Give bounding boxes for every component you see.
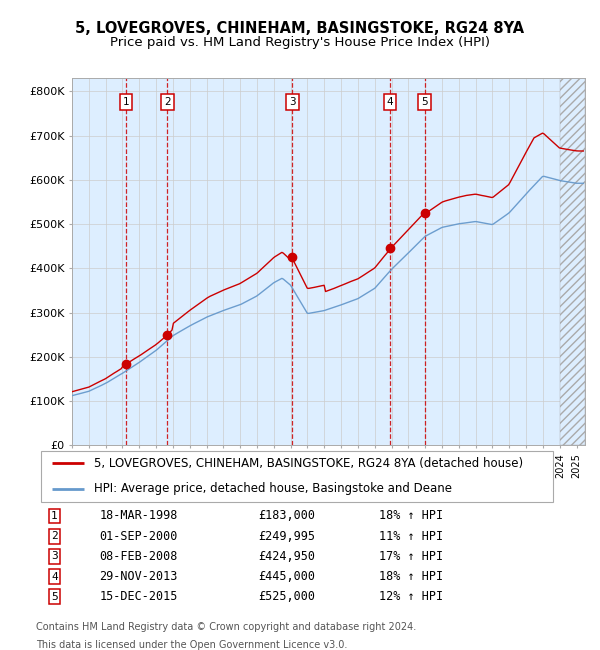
Bar xyxy=(560,78,585,445)
Text: 18-MAR-1998: 18-MAR-1998 xyxy=(100,510,178,523)
Bar xyxy=(126,78,167,445)
Text: 17% ↑ HPI: 17% ↑ HPI xyxy=(379,550,443,563)
Text: This data is licensed under the Open Government Licence v3.0.: This data is licensed under the Open Gov… xyxy=(36,640,347,650)
Text: £424,950: £424,950 xyxy=(258,550,315,563)
Text: £445,000: £445,000 xyxy=(258,570,315,583)
Text: 4: 4 xyxy=(51,571,58,582)
Text: 1: 1 xyxy=(51,511,58,521)
Bar xyxy=(390,78,425,445)
Text: 5: 5 xyxy=(51,592,58,602)
Text: 2: 2 xyxy=(164,98,170,107)
Text: 29-NOV-2013: 29-NOV-2013 xyxy=(100,570,178,583)
Text: Contains HM Land Registry data © Crown copyright and database right 2024.: Contains HM Land Registry data © Crown c… xyxy=(36,622,416,632)
Text: 12% ↑ HPI: 12% ↑ HPI xyxy=(379,590,443,603)
Text: £525,000: £525,000 xyxy=(258,590,315,603)
Text: 5: 5 xyxy=(421,98,428,107)
Text: Price paid vs. HM Land Registry's House Price Index (HPI): Price paid vs. HM Land Registry's House … xyxy=(110,36,490,49)
Text: 3: 3 xyxy=(289,98,296,107)
Text: 5, LOVEGROVES, CHINEHAM, BASINGSTOKE, RG24 8YA (detached house): 5, LOVEGROVES, CHINEHAM, BASINGSTOKE, RG… xyxy=(94,457,523,470)
Text: 08-FEB-2008: 08-FEB-2008 xyxy=(100,550,178,563)
FancyBboxPatch shape xyxy=(41,450,553,502)
Text: 18% ↑ HPI: 18% ↑ HPI xyxy=(379,510,443,523)
Text: 2: 2 xyxy=(51,531,58,541)
Text: 18% ↑ HPI: 18% ↑ HPI xyxy=(379,570,443,583)
Text: 01-SEP-2000: 01-SEP-2000 xyxy=(100,530,178,543)
Text: 15-DEC-2015: 15-DEC-2015 xyxy=(100,590,178,603)
Text: 3: 3 xyxy=(51,551,58,562)
Text: HPI: Average price, detached house, Basingstoke and Deane: HPI: Average price, detached house, Basi… xyxy=(94,482,452,495)
Text: 5, LOVEGROVES, CHINEHAM, BASINGSTOKE, RG24 8YA: 5, LOVEGROVES, CHINEHAM, BASINGSTOKE, RG… xyxy=(76,21,524,36)
Text: £249,995: £249,995 xyxy=(258,530,315,543)
Text: 11% ↑ HPI: 11% ↑ HPI xyxy=(379,530,443,543)
Text: 4: 4 xyxy=(387,98,394,107)
Text: 1: 1 xyxy=(122,98,130,107)
Text: £183,000: £183,000 xyxy=(258,510,315,523)
